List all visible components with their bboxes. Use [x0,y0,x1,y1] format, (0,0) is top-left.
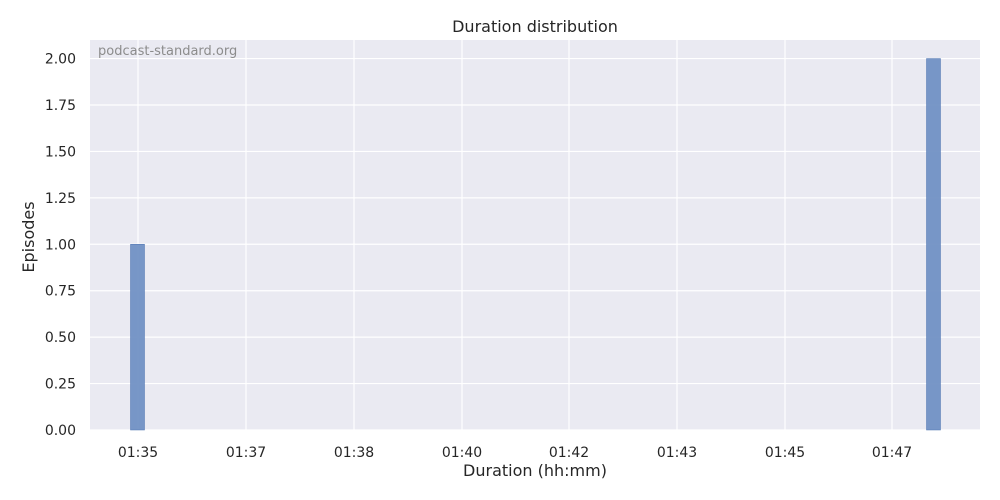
watermark-text: podcast-standard.org [98,44,237,59]
chart-title: Duration distribution [452,17,618,36]
x-tick-label: 01:45 [765,445,805,461]
histogram-bar [926,58,941,431]
y-tick-label: 0.00 [45,423,76,439]
bars [130,58,941,431]
x-tick-label: 01:38 [334,445,374,461]
y-tick-label: 0.75 [45,284,76,300]
histogram-bar [130,244,145,431]
x-tick-label: 01:42 [549,445,589,461]
y-tick-label: 1.25 [45,191,76,207]
y-axis-title: Episodes [19,201,38,272]
y-tick-label: 1.50 [45,144,76,160]
grid-lines [90,40,980,431]
y-tick-label: 0.50 [45,330,76,346]
x-axis-ticks: 01:35 01:37 01:38 01:40 01:42 01:43 01:45 01:47 [118,445,912,461]
y-tick-label: 2.00 [45,52,76,68]
y-tick-label: 1.75 [45,98,76,114]
x-tick-label: 01:37 [226,445,266,461]
x-axis-title: Duration (hh:mm) [463,461,607,480]
x-tick-label: 01:47 [872,445,912,461]
plot-area [90,40,980,430]
y-tick-label: 1.00 [45,237,76,253]
x-tick-label: 01:43 [657,445,697,461]
x-tick-label: 01:40 [442,445,482,461]
y-tick-label: 0.25 [45,377,76,393]
x-tick-label: 01:35 [118,445,158,461]
y-axis-ticks: 0.00 0.25 0.50 0.75 1.00 1.25 1.50 1.75 2.00 [45,52,76,439]
